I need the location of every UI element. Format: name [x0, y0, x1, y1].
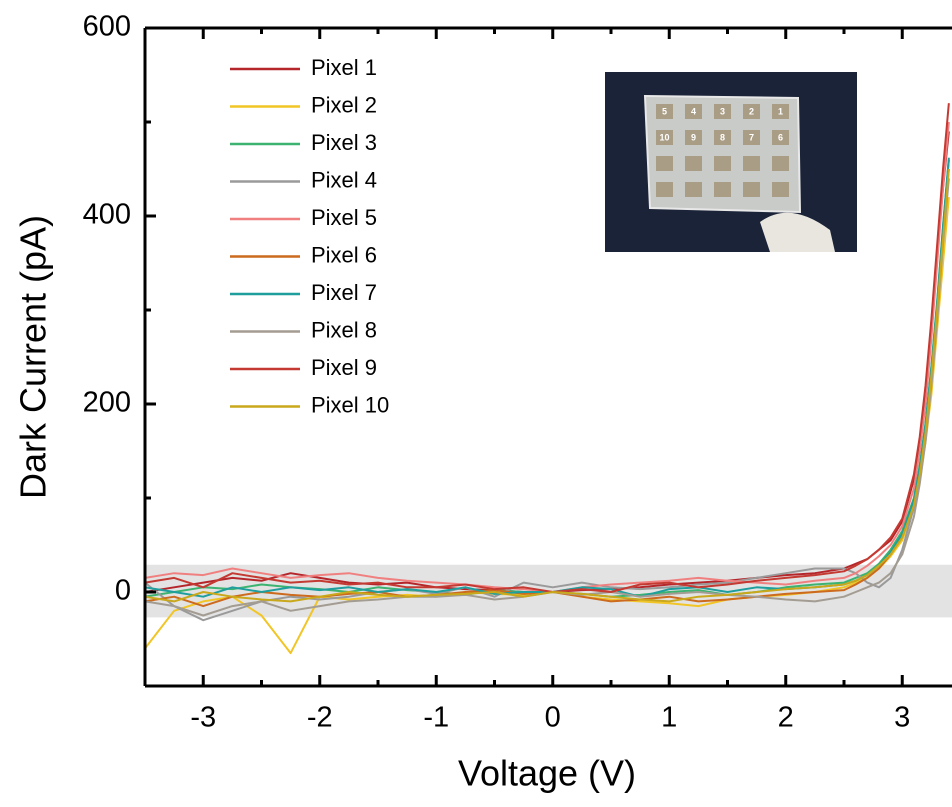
inset-pixel: [714, 182, 731, 197]
x-tick-label: -3: [190, 702, 216, 734]
y-tick-label: 600: [83, 11, 131, 43]
legend-label: Pixel 9: [311, 355, 377, 380]
legend-label: Pixel 5: [311, 205, 377, 230]
legend-label: Pixel 8: [311, 317, 377, 342]
legend-box: [225, 52, 425, 406]
y-tick-label: 0: [115, 575, 131, 607]
x-axis-title: Voltage (V): [458, 753, 636, 794]
inset-pixel: [685, 130, 702, 145]
y-tick-label: 400: [83, 199, 131, 231]
inset-pixel: [714, 130, 731, 145]
series-line: [145, 178, 950, 617]
inset-label: 10: [659, 132, 669, 142]
x-tick-label: 1: [661, 702, 677, 734]
legend-label: Pixel 1: [311, 55, 377, 80]
inset-pixel: [685, 182, 702, 197]
inset-pixel: [656, 156, 673, 171]
inset-label: 8: [720, 132, 725, 142]
series-line: [145, 168, 950, 603]
inset-pixel: [714, 156, 731, 171]
inset-pixel: [772, 130, 789, 145]
inset-pixel: [656, 130, 673, 145]
inset-pixel: [743, 156, 760, 171]
inset-pixel: [656, 182, 673, 197]
inset-pixel: [743, 130, 760, 145]
y-axis-title: Dark Current (pA): [13, 215, 54, 499]
inset-label: 3: [720, 106, 725, 116]
inset-label: 4: [691, 106, 696, 116]
inset-label: 1: [778, 106, 783, 116]
inset-pixel: [714, 104, 731, 119]
legend-label: Pixel 3: [311, 130, 377, 155]
series-line: [145, 103, 950, 593]
x-tick-label: 3: [894, 702, 910, 734]
lines-layer: [145, 103, 950, 655]
inset-label: 2: [749, 106, 754, 116]
inset-pixel: [685, 104, 702, 119]
legend-label: Pixel 7: [311, 280, 377, 305]
inset-pixel: [772, 104, 789, 119]
legend-label: Pixel 6: [311, 242, 377, 267]
inset-label: 7: [749, 132, 754, 142]
x-tick-label: -2: [307, 702, 333, 734]
inset-label: 9: [691, 132, 696, 142]
axes-layer: -3 -2 -1 0 1 2 3 0 200 400 600: [83, 11, 952, 734]
x-tick-label: 0: [545, 702, 561, 734]
inset-pixel: [772, 156, 789, 171]
inset-pixel: [743, 104, 760, 119]
inset-tweezer: [760, 212, 835, 252]
legend-label: Pixel 10: [311, 392, 389, 417]
inset-pixel: [772, 182, 789, 197]
series-line: [145, 121, 950, 593]
legend: Pixel 1 Pixel 2 Pixel 3 Pixel 4 Pixel 5 Pixel…: [230, 55, 389, 417]
inset-photo: 5 4 3 2 1 10 9 8 7 6: [605, 72, 857, 252]
x-tick-label: 2: [778, 702, 794, 734]
inset-label: 6: [778, 132, 783, 142]
inset-label: 5: [662, 106, 667, 116]
inset-pixel: [656, 104, 673, 119]
inset-pixel: [685, 156, 702, 171]
legend-label: Pixel 2: [311, 92, 377, 117]
inset-pixel: [743, 182, 760, 197]
series-line: [145, 131, 950, 593]
series-line: [145, 157, 950, 598]
inset-substrate: [643, 94, 802, 214]
x-tick-label: -1: [423, 702, 449, 734]
legend-label: Pixel 4: [311, 167, 377, 192]
y-tick-label: 200: [83, 387, 131, 419]
